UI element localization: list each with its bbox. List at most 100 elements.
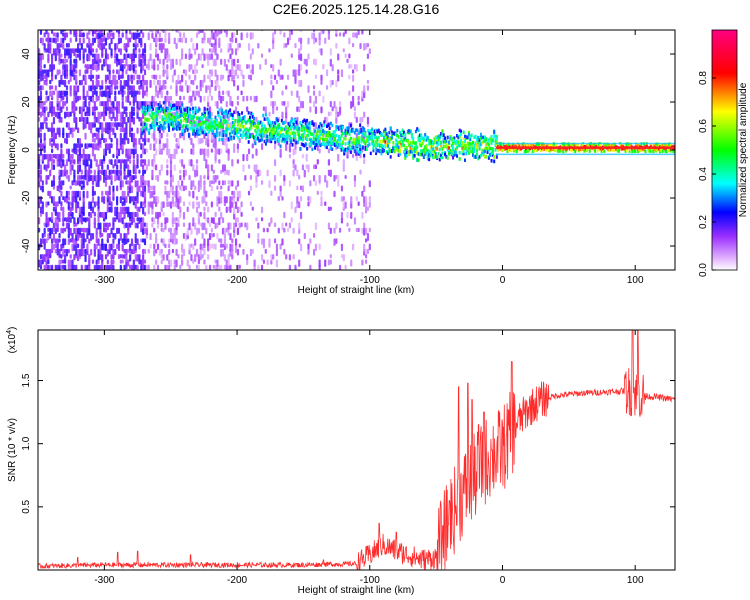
heatmap-cell (90, 211, 93, 219)
heatmap-cell (62, 95, 65, 101)
heatmap-cell (45, 222, 48, 228)
ridge-cell (417, 138, 420, 142)
ridge-cell (145, 106, 148, 110)
ridge-cell (287, 126, 290, 131)
ridge-cell (339, 145, 342, 150)
heatmap-cell (307, 201, 310, 207)
heatmap-cell (39, 238, 43, 246)
ridge-cell (193, 115, 196, 119)
heatmap-cell (153, 153, 156, 162)
heatmap-cell (142, 259, 145, 267)
heatmap-cell (134, 222, 137, 229)
heatmap-cell (179, 95, 182, 101)
heatmap-cell (101, 132, 104, 141)
ridge-cell (157, 103, 160, 107)
ridge-cell (331, 141, 334, 145)
ridge-cell (300, 136, 303, 141)
heatmap-cell (106, 64, 109, 72)
heatmap-cell (110, 227, 113, 235)
ridge-cell (424, 133, 427, 137)
heatmap-cell (259, 64, 262, 70)
ridge-cell (332, 137, 335, 141)
heatmap-cell (60, 30, 63, 35)
heatmap-cell (125, 122, 128, 129)
heatmap-cell (342, 164, 345, 172)
heatmap-cell (214, 30, 217, 34)
heatmap-cell (257, 238, 260, 244)
heatmap-cell (177, 74, 180, 82)
heatmap-cell (220, 190, 223, 198)
heatmap-cell (155, 138, 158, 145)
heatmap-cell (335, 79, 338, 88)
ridge-cell (655, 149, 658, 153)
heatmap-cell (99, 264, 102, 270)
heatmap-cell (60, 180, 63, 187)
ridge-cell (490, 139, 493, 143)
heatmap-cell (114, 174, 117, 182)
heatmap-cell (132, 201, 135, 206)
heatmap-cell (275, 79, 279, 85)
heatmap-cell (136, 180, 139, 187)
heatmap-cell (229, 196, 232, 204)
ridge-cell (328, 137, 331, 142)
ridge-cell (217, 121, 220, 125)
heatmap-cell (298, 48, 301, 56)
heatmap-cell (246, 153, 249, 162)
heatmap-cell (257, 264, 260, 270)
heatmap-cell (104, 254, 108, 260)
ridge-cell (434, 152, 437, 156)
heatmap-cell (80, 206, 83, 214)
ridge-cell (576, 148, 579, 152)
heatmap-cell (169, 180, 173, 187)
ridge-cell (303, 143, 306, 148)
ridge-cell (274, 140, 277, 144)
heatmap-cell (136, 196, 139, 204)
heatmap-cell (177, 254, 180, 259)
heatmap-cell (67, 174, 70, 182)
ridge-cell (278, 136, 281, 140)
ridge-cell (663, 143, 666, 147)
ridge-cell (453, 153, 456, 157)
heatmap-cell (49, 42, 52, 51)
heatmap-cell (363, 64, 366, 72)
ridge-cell (562, 149, 565, 154)
ridge-cell (231, 130, 234, 134)
ridge-cell (466, 141, 469, 146)
ridge-cell (308, 130, 311, 134)
heatmap-cell (195, 169, 199, 177)
ridge-cell (558, 149, 561, 153)
heatmap-cell (363, 185, 366, 193)
heatmap-cell (110, 206, 113, 213)
heatmap-cell (75, 180, 78, 186)
heatmap-cell (173, 201, 176, 207)
ridge-cell (198, 117, 201, 121)
heatmap-cell (86, 42, 89, 48)
ridge-cell (183, 129, 186, 133)
ridge-cell (440, 143, 443, 148)
heatmap-cell (177, 201, 180, 210)
ridge-cell (229, 136, 232, 140)
ridge-cell (202, 126, 205, 131)
heatmap-cell (75, 48, 78, 53)
heatmap-cell (179, 196, 182, 204)
heatmap-cell (160, 85, 163, 91)
heatmap-cell (75, 116, 78, 124)
heatmap-cell (67, 48, 70, 56)
ridge-cell (213, 120, 216, 124)
ridge-cell (344, 131, 347, 135)
heatmap-cell (90, 85, 93, 92)
heatmap-cell (320, 79, 323, 85)
heatmap-cell (130, 217, 134, 225)
ridge-cell (566, 143, 569, 147)
heatmap-cell (162, 201, 165, 208)
heatmap-cell (121, 243, 124, 252)
heatmap-cell (151, 169, 154, 178)
heatmap-cell (116, 69, 119, 75)
heatmap-cell (78, 95, 82, 101)
heatmap-cell (73, 111, 76, 118)
heatmap-cell (86, 90, 89, 98)
heatmap-cell (255, 164, 258, 171)
heatmap-cell (119, 138, 122, 146)
ridge-cell (515, 149, 518, 154)
heatmap-cell (99, 248, 102, 257)
